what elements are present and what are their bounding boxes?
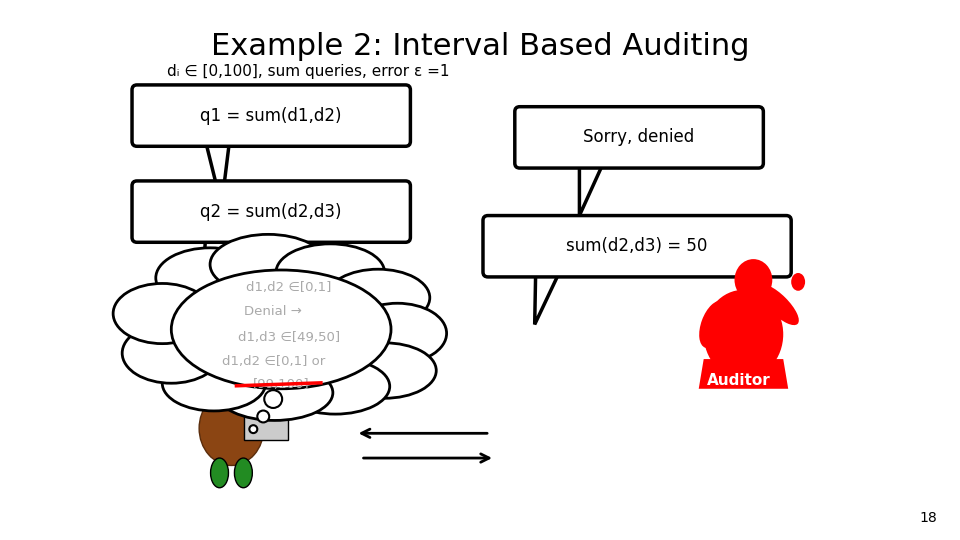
Circle shape <box>264 390 282 408</box>
Ellipse shape <box>704 290 783 379</box>
Ellipse shape <box>791 273 805 291</box>
Text: Denial →: Denial → <box>244 305 302 318</box>
Polygon shape <box>209 339 224 359</box>
Polygon shape <box>202 238 229 295</box>
FancyBboxPatch shape <box>515 107 763 168</box>
Ellipse shape <box>156 248 264 308</box>
Ellipse shape <box>326 269 430 326</box>
Circle shape <box>250 425 257 433</box>
Text: q2 = sum(d2,d3): q2 = sum(d2,d3) <box>201 202 342 221</box>
Ellipse shape <box>734 259 772 301</box>
Ellipse shape <box>171 270 391 389</box>
Text: Sorry, denied: Sorry, denied <box>584 129 695 146</box>
Ellipse shape <box>333 343 436 399</box>
Ellipse shape <box>699 301 728 348</box>
Ellipse shape <box>281 359 390 414</box>
Text: 18: 18 <box>920 511 937 525</box>
Ellipse shape <box>234 458 252 488</box>
Text: [99,100]: [99,100] <box>252 379 309 392</box>
Text: Example 2: Interval Based Auditing: Example 2: Interval Based Auditing <box>211 32 749 62</box>
Text: dᵢ ∈ [0,100], sum queries, error ε =1: dᵢ ∈ [0,100], sum queries, error ε =1 <box>167 64 449 79</box>
Polygon shape <box>205 141 229 206</box>
Ellipse shape <box>162 355 266 411</box>
Text: d1,d2 ∈[0,1]: d1,d2 ∈[0,1] <box>247 281 332 294</box>
FancyBboxPatch shape <box>132 181 411 242</box>
Polygon shape <box>535 272 560 325</box>
Ellipse shape <box>199 392 264 465</box>
Polygon shape <box>580 163 603 215</box>
Ellipse shape <box>210 458 228 488</box>
Ellipse shape <box>210 234 326 294</box>
Ellipse shape <box>181 278 381 381</box>
Ellipse shape <box>276 244 385 301</box>
FancyBboxPatch shape <box>245 407 288 440</box>
Ellipse shape <box>204 354 249 394</box>
Ellipse shape <box>217 365 333 421</box>
Text: d1,d2 ∈[0,1] or: d1,d2 ∈[0,1] or <box>222 355 324 368</box>
Polygon shape <box>699 359 788 389</box>
Text: q1 = sum(d1,d2): q1 = sum(d1,d2) <box>201 106 342 125</box>
Ellipse shape <box>348 303 446 363</box>
FancyBboxPatch shape <box>483 215 791 277</box>
FancyBboxPatch shape <box>132 85 411 146</box>
Text: sum(d2,d3) = 50: sum(d2,d3) = 50 <box>566 237 708 255</box>
Text: Auditor: Auditor <box>707 373 770 388</box>
Ellipse shape <box>122 323 221 383</box>
Circle shape <box>257 410 269 422</box>
Text: d1,d3 ∈[49,50]: d1,d3 ∈[49,50] <box>238 331 340 344</box>
Ellipse shape <box>757 284 799 325</box>
Polygon shape <box>233 339 247 359</box>
Ellipse shape <box>113 284 211 343</box>
